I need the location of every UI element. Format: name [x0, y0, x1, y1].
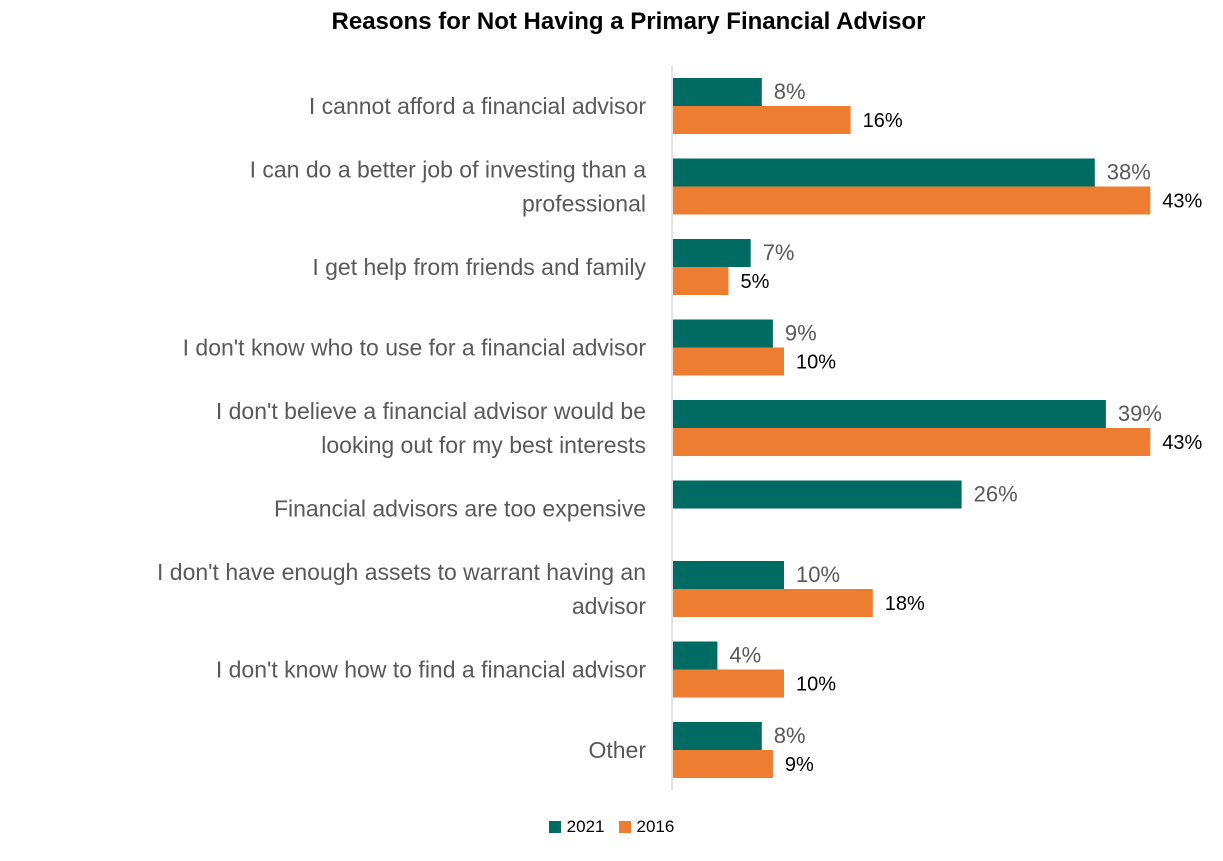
data-label-2021: 26% — [974, 482, 1018, 507]
data-label-2021: 4% — [729, 643, 761, 668]
data-label-2021: 8% — [774, 723, 806, 748]
legend-item-2016: 2016 — [618, 817, 675, 837]
data-label-2016: 9% — [785, 754, 814, 776]
data-label-2016: 5% — [741, 271, 770, 293]
data-label-2016: 10% — [796, 352, 836, 374]
data-label-2016: 43% — [1162, 432, 1202, 454]
bar-2016 — [673, 428, 1151, 456]
data-label-2021: 38% — [1107, 160, 1151, 185]
category-label: Other — [588, 737, 646, 763]
category-label: I cannot afford a financial advisor — [309, 93, 646, 119]
data-label-2021: 7% — [763, 240, 795, 265]
legend-label-2016: 2016 — [636, 817, 675, 836]
bar-2016 — [673, 347, 784, 376]
legend: 2021 2016 — [0, 817, 1223, 837]
data-label-2016: 10% — [796, 674, 836, 696]
data-label-2021: 39% — [1118, 401, 1162, 426]
bar-2021 — [673, 239, 751, 267]
category-label: I don't believe a financial advisor woul… — [216, 398, 646, 458]
data-label-2016: 43% — [1162, 191, 1202, 213]
chart-title: Reasons for Not Having a Primary Financi… — [331, 8, 926, 35]
bar-2021 — [673, 480, 962, 509]
bar-2016 — [673, 589, 873, 617]
legend-label-2021: 2021 — [566, 817, 605, 836]
legend-swatch-2016 — [618, 821, 631, 833]
data-label-2016: 18% — [885, 593, 925, 615]
bar-2016 — [673, 669, 784, 698]
legend-item-2021: 2021 — [548, 817, 605, 837]
data-label-2016: 16% — [863, 110, 903, 132]
legend-swatch-2021 — [548, 821, 561, 833]
category-label: I can do a better job of investing than … — [250, 157, 647, 217]
bar-2021 — [673, 641, 718, 670]
bar-2016 — [673, 106, 851, 134]
bar-2016 — [673, 750, 773, 778]
bar-2021 — [673, 319, 773, 348]
category-label: I don't have enough assets to warrant ha… — [157, 559, 646, 619]
bar-2021 — [673, 78, 762, 106]
data-label-2021: 8% — [774, 79, 806, 104]
data-label-2021: 9% — [785, 321, 817, 346]
bar-2021 — [673, 400, 1106, 428]
bar-2021 — [673, 158, 1095, 187]
bar-2021 — [673, 561, 784, 589]
category-label: I get help from friends and family — [312, 254, 646, 280]
category-label: I don't know how to find a financial adv… — [216, 657, 646, 683]
category-label: Financial advisors are too expensive — [274, 496, 646, 522]
data-label-2021: 10% — [796, 562, 840, 587]
category-label: I don't know who to use for a financial … — [183, 335, 647, 361]
bar-2016 — [673, 267, 729, 295]
bar-2021 — [673, 722, 762, 750]
bar-2016 — [673, 186, 1151, 215]
